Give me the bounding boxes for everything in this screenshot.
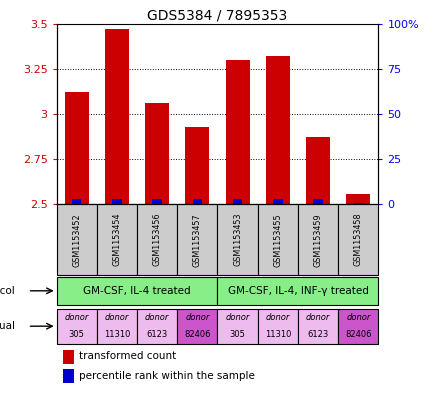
Bar bbox=[112, 199, 122, 204]
Bar bbox=[338, 204, 378, 275]
Bar bbox=[297, 309, 338, 344]
Text: donor: donor bbox=[345, 313, 370, 322]
Bar bbox=[177, 309, 217, 344]
Text: GSM1153456: GSM1153456 bbox=[152, 213, 161, 266]
Bar bbox=[312, 199, 322, 204]
Title: GDS5384 / 7895353: GDS5384 / 7895353 bbox=[147, 8, 287, 22]
Text: donor: donor bbox=[265, 313, 289, 322]
Text: donor: donor bbox=[305, 313, 329, 322]
Text: GSM1153457: GSM1153457 bbox=[192, 213, 201, 266]
Bar bbox=[297, 204, 338, 275]
Bar bbox=[338, 309, 378, 344]
Bar bbox=[137, 309, 177, 344]
Text: 11310: 11310 bbox=[264, 331, 290, 339]
Bar bbox=[185, 127, 209, 204]
Text: donor: donor bbox=[185, 313, 209, 322]
Text: 6123: 6123 bbox=[146, 331, 168, 339]
Bar bbox=[217, 204, 257, 275]
Bar bbox=[273, 199, 282, 204]
Bar bbox=[96, 309, 137, 344]
Bar bbox=[56, 204, 97, 275]
Bar bbox=[63, 369, 74, 383]
Bar bbox=[217, 277, 378, 305]
Text: transformed count: transformed count bbox=[79, 351, 176, 362]
Bar bbox=[265, 56, 289, 204]
Text: GSM1153453: GSM1153453 bbox=[233, 213, 242, 266]
Text: 305: 305 bbox=[229, 331, 245, 339]
Bar bbox=[145, 103, 169, 204]
Bar bbox=[192, 199, 202, 204]
Text: 305: 305 bbox=[69, 331, 84, 339]
Bar bbox=[232, 199, 242, 204]
Bar bbox=[217, 309, 257, 344]
Bar bbox=[105, 29, 128, 204]
Bar bbox=[257, 309, 297, 344]
Text: GSM1153455: GSM1153455 bbox=[273, 213, 282, 266]
Text: donor: donor bbox=[64, 313, 89, 322]
Text: percentile rank within the sample: percentile rank within the sample bbox=[79, 371, 254, 381]
Text: donor: donor bbox=[225, 313, 249, 322]
Bar bbox=[353, 202, 362, 204]
Bar bbox=[56, 309, 97, 344]
Bar bbox=[305, 138, 329, 204]
Text: GSM1153454: GSM1153454 bbox=[112, 213, 121, 266]
Text: protocol: protocol bbox=[0, 286, 15, 296]
Bar bbox=[96, 204, 137, 275]
Text: individual: individual bbox=[0, 321, 15, 331]
Text: GM-CSF, IL-4 treated: GM-CSF, IL-4 treated bbox=[83, 286, 191, 296]
Bar bbox=[63, 350, 74, 364]
Bar bbox=[56, 277, 217, 305]
Text: 6123: 6123 bbox=[307, 331, 328, 339]
Text: 82406: 82406 bbox=[184, 331, 210, 339]
Bar bbox=[137, 204, 177, 275]
Bar bbox=[72, 199, 81, 204]
Text: donor: donor bbox=[145, 313, 169, 322]
Text: GSM1153458: GSM1153458 bbox=[353, 213, 362, 266]
Text: GM-CSF, IL-4, INF-γ treated: GM-CSF, IL-4, INF-γ treated bbox=[227, 286, 368, 296]
Text: 11310: 11310 bbox=[103, 331, 130, 339]
Text: GSM1153452: GSM1153452 bbox=[72, 213, 81, 266]
Bar bbox=[152, 199, 161, 204]
Bar bbox=[225, 60, 249, 204]
Text: 82406: 82406 bbox=[344, 331, 371, 339]
Text: donor: donor bbox=[105, 313, 129, 322]
Bar bbox=[65, 92, 89, 204]
Text: GSM1153459: GSM1153459 bbox=[313, 213, 322, 266]
Bar bbox=[257, 204, 297, 275]
Bar bbox=[177, 204, 217, 275]
Bar bbox=[345, 193, 369, 204]
